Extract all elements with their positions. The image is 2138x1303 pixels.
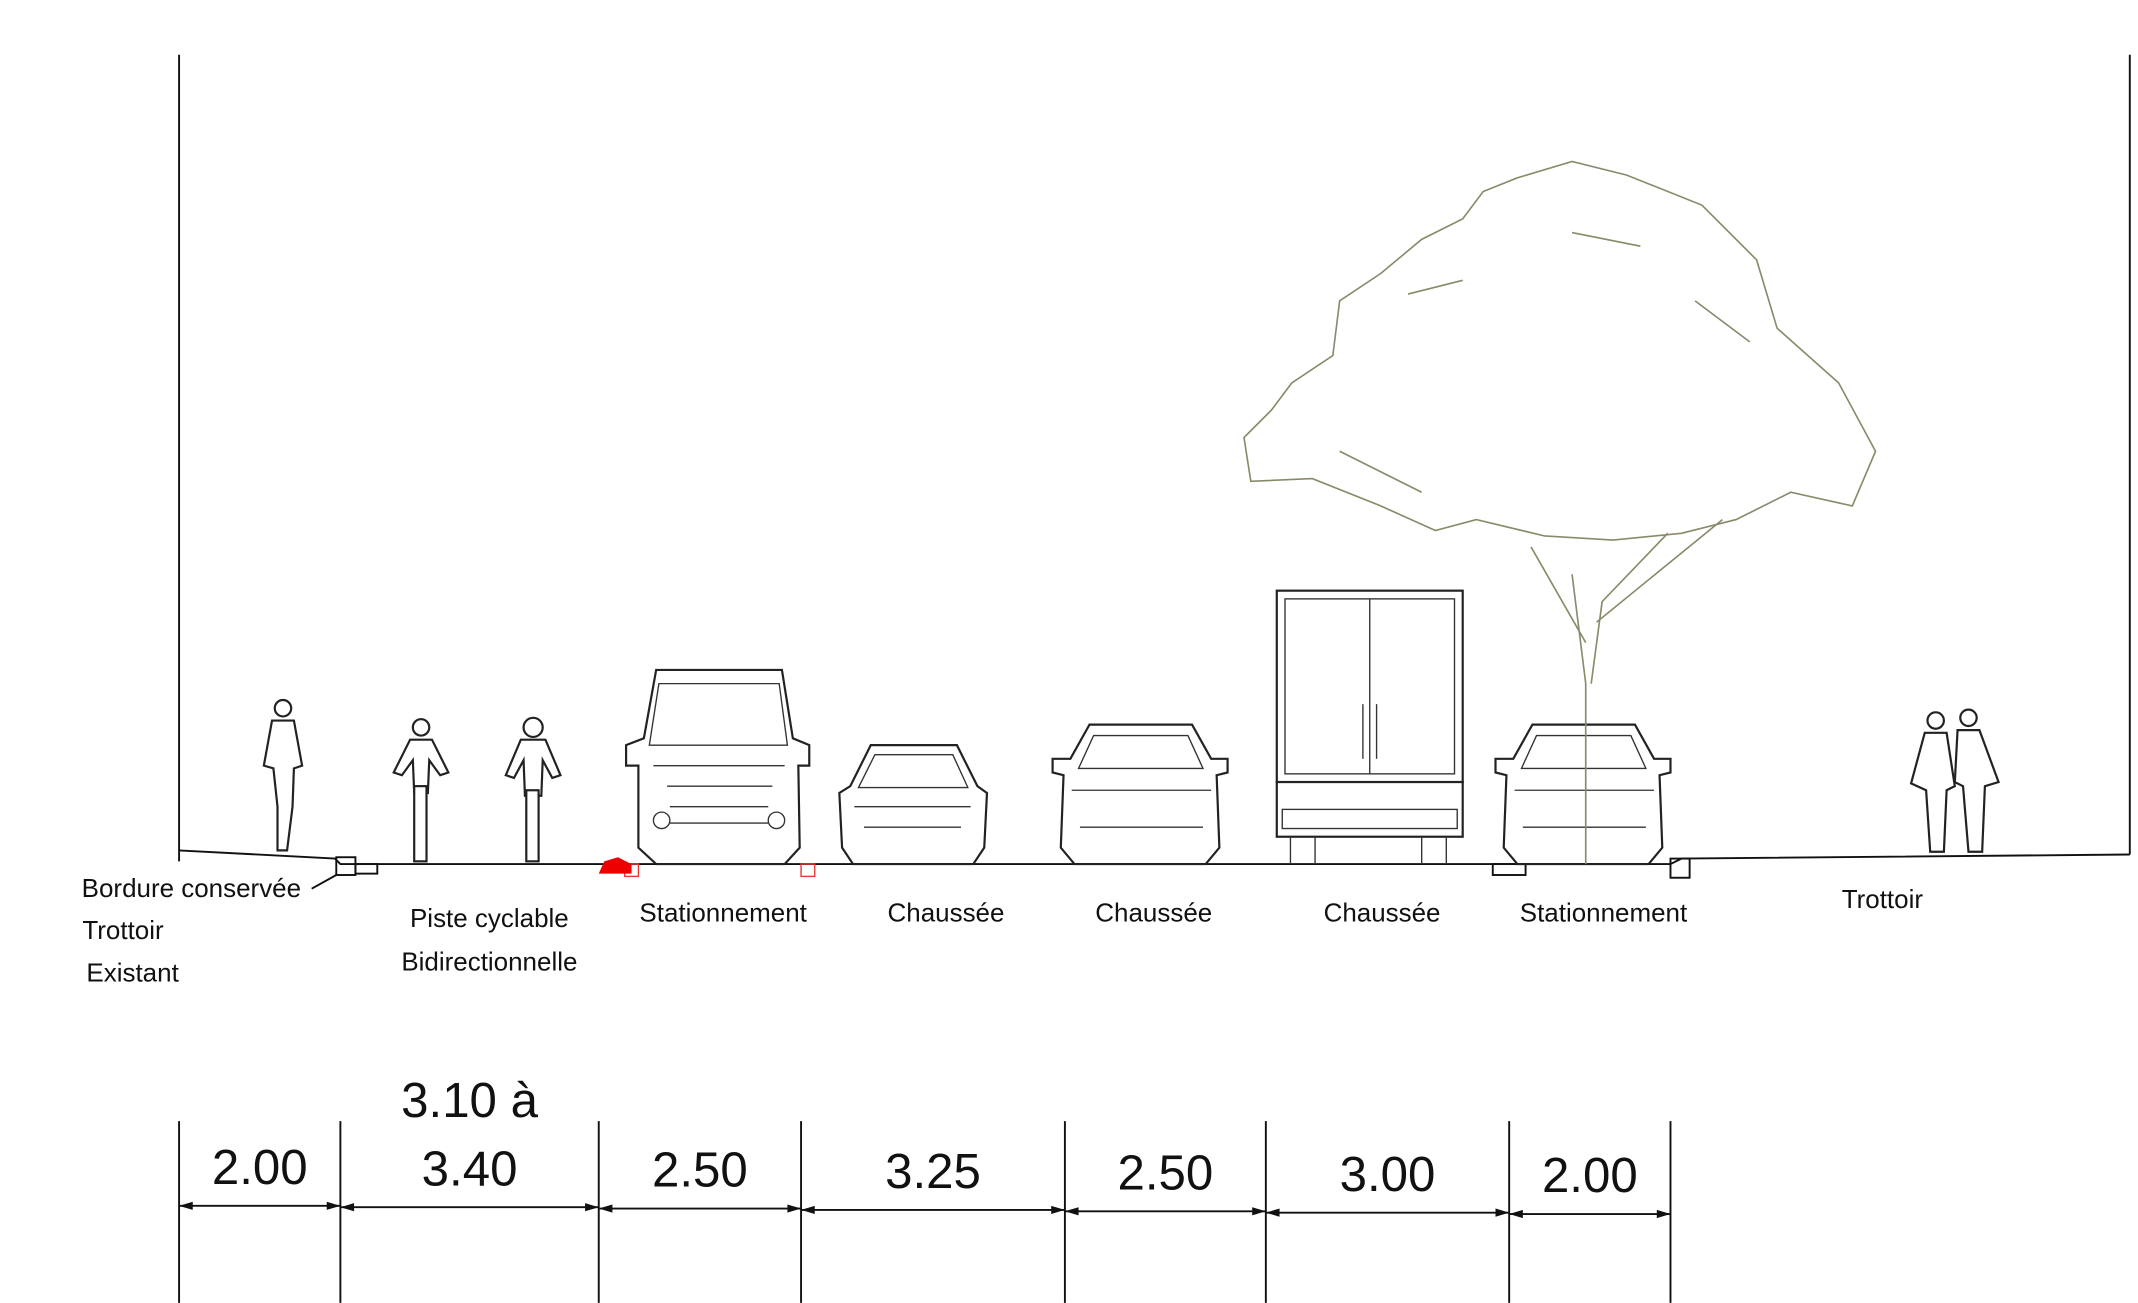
- dimension-label: 2.00: [212, 1140, 308, 1195]
- van: [624, 668, 811, 866]
- pedestrians: [1909, 708, 2000, 853]
- dimension-lines: [178, 874, 1672, 1303]
- dimension-label: 2.50: [652, 1143, 748, 1198]
- section-label: Chaussée: [1095, 897, 1212, 927]
- dimension-label: 3.00: [1340, 1147, 1436, 1202]
- dimension-label: 3.10 à: [401, 1073, 538, 1128]
- section-label: Bidirectionnelle: [401, 947, 577, 977]
- dimension-label: 3.25: [885, 1144, 981, 1199]
- tree: [1243, 160, 1877, 865]
- section-label: Trottoir: [1842, 884, 1924, 914]
- section-label: Chaussée: [1324, 897, 1441, 927]
- dimension-label: 3.40: [422, 1141, 518, 1196]
- leader-line: [311, 874, 337, 890]
- section-label: Piste cyclable: [410, 903, 569, 933]
- section-label: Stationnement: [639, 897, 807, 927]
- dimension-label: 2.50: [1117, 1145, 1213, 1200]
- section-label: Stationnement: [1520, 897, 1688, 927]
- suv: [1051, 723, 1672, 866]
- pedestrian: [262, 698, 304, 852]
- dimension-label: 2.00: [1542, 1148, 1638, 1203]
- section-label: Trottoir: [82, 915, 164, 945]
- section-label: Existant: [86, 958, 179, 988]
- car: [838, 744, 989, 866]
- structure: [178, 54, 2131, 879]
- section-label: Bordure conservée: [82, 873, 301, 903]
- labels: Bordure conservée Trottoir Existant Piste c…: [82, 873, 1924, 1203]
- cyclist: [392, 716, 562, 863]
- truck: [1275, 589, 1464, 865]
- section-label: Chaussée: [888, 897, 1005, 927]
